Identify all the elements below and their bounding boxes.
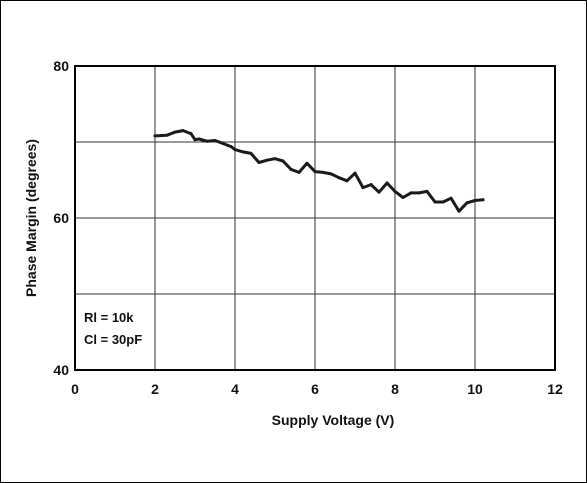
series-data-points: [153, 129, 485, 213]
data-point: [265, 158, 269, 162]
x-tick-label: 10: [467, 381, 483, 397]
data-point: [393, 189, 397, 193]
data-point: [441, 200, 445, 204]
x-tick-label: 6: [311, 381, 319, 397]
x-tick-label: 4: [231, 381, 239, 397]
data-point: [289, 167, 293, 171]
data-point: [313, 170, 317, 174]
grid-lines: [74, 65, 556, 371]
data-point: [273, 157, 277, 161]
data-point: [449, 196, 453, 200]
data-point: [281, 159, 285, 163]
data-point: [377, 190, 381, 194]
data-point: [221, 142, 225, 146]
phase-margin-line: [153, 129, 485, 213]
plot-area-border: [74, 65, 556, 371]
x-tick-label: 12: [547, 381, 563, 397]
data-point: [457, 209, 461, 213]
data-point: [433, 200, 437, 204]
data-point: [229, 145, 233, 149]
data-point: [181, 129, 185, 133]
data-point: [257, 161, 261, 165]
x-tick-label: 2: [151, 381, 159, 397]
data-point: [213, 138, 217, 142]
data-point: [321, 170, 325, 174]
x-tick-labels: 0 2 4 6 8 10 12: [71, 381, 563, 397]
data-point: [409, 191, 413, 195]
y-tick-label: 60: [53, 210, 69, 226]
x-axis-label: Supply Voltage (V): [272, 412, 395, 428]
y-tick-labels: 40 60 80: [53, 58, 69, 378]
data-point: [401, 195, 405, 199]
data-point: [205, 139, 209, 143]
x-tick-label: 0: [71, 381, 79, 397]
data-point: [329, 172, 333, 176]
data-point: [233, 148, 237, 152]
data-point: [189, 132, 193, 136]
data-point: [193, 138, 197, 142]
data-point: [361, 186, 365, 190]
data-point: [473, 199, 477, 203]
data-point: [297, 170, 301, 174]
data-point: [385, 181, 389, 185]
data-point: [353, 171, 357, 175]
data-point: [481, 198, 485, 202]
y-tick-label: 80: [53, 58, 69, 74]
y-axis-label: Phase Margin (degrees): [23, 139, 39, 297]
data-point: [369, 183, 373, 187]
data-point: [417, 191, 421, 195]
data-point: [305, 161, 309, 165]
annotation-cl: Cl = 30pF: [84, 332, 142, 347]
data-point: [425, 189, 429, 193]
y-tick-label: 40: [53, 362, 69, 378]
data-point: [249, 151, 253, 155]
data-point: [153, 134, 157, 138]
data-point: [337, 176, 341, 180]
data-point: [197, 137, 201, 141]
data-point: [241, 150, 245, 154]
x-tick-label: 8: [391, 381, 399, 397]
data-point: [465, 201, 469, 205]
data-point: [173, 130, 177, 134]
annotation-rl: Rl = 10k: [84, 310, 134, 325]
data-point: [345, 179, 349, 183]
data-point: [165, 133, 169, 137]
